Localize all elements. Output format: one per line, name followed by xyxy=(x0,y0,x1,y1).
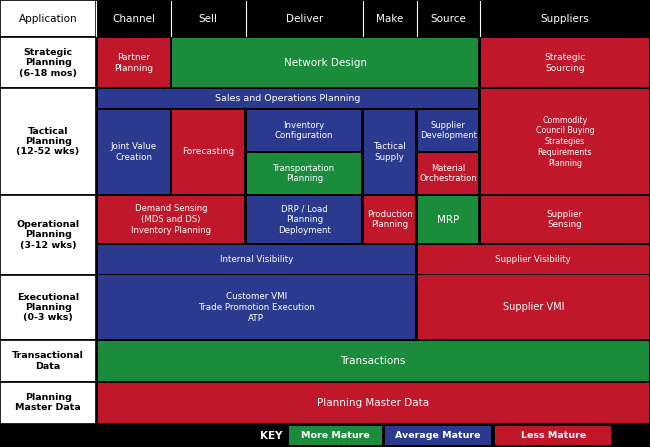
Bar xyxy=(98,245,415,274)
Bar xyxy=(247,153,361,194)
Text: Operational
Planning
(3-12 wks): Operational Planning (3-12 wks) xyxy=(16,220,80,250)
Bar xyxy=(418,245,649,274)
Text: Suppliers: Suppliers xyxy=(541,14,590,24)
Bar xyxy=(364,110,415,194)
Text: Sales and Operations Planning: Sales and Operations Planning xyxy=(215,94,361,103)
Text: Commodity
Council Buying
Strategies
Requirements
Planning: Commodity Council Buying Strategies Requ… xyxy=(536,115,594,168)
Text: Material
Orchestration: Material Orchestration xyxy=(419,164,477,183)
Bar xyxy=(418,196,478,244)
Bar xyxy=(0,88,96,195)
Text: Application: Application xyxy=(19,14,77,24)
Text: Executional
Planning
(0-3 wks): Executional Planning (0-3 wks) xyxy=(17,292,79,322)
Text: Strategic
Planning
(6-18 mos): Strategic Planning (6-18 mos) xyxy=(19,48,77,78)
Text: Tactical
Supply: Tactical Supply xyxy=(373,142,406,162)
Bar xyxy=(0,195,96,274)
Text: Inventory
Configuration: Inventory Configuration xyxy=(275,121,333,140)
Bar xyxy=(0,37,96,88)
Text: Tactical
Planning
(12-52 wks): Tactical Planning (12-52 wks) xyxy=(16,127,80,156)
Bar xyxy=(98,196,244,244)
Bar xyxy=(481,89,649,194)
Text: Strategic
Sourcing: Strategic Sourcing xyxy=(544,53,586,72)
Bar xyxy=(418,110,478,151)
Text: MRP: MRP xyxy=(437,215,460,225)
Text: Average Mature: Average Mature xyxy=(395,431,481,440)
Text: KEY: KEY xyxy=(260,431,283,441)
Text: Production
Planning: Production Planning xyxy=(367,210,413,229)
Text: Planning Master Data: Planning Master Data xyxy=(317,398,429,408)
Bar xyxy=(247,110,361,151)
Text: Supplier
Development: Supplier Development xyxy=(420,121,476,140)
Text: Less Mature: Less Mature xyxy=(521,431,586,440)
Text: Make: Make xyxy=(376,14,404,24)
Bar xyxy=(247,1,361,36)
Text: DRP / Load
Planning
Deployment: DRP / Load Planning Deployment xyxy=(278,204,331,235)
Bar xyxy=(289,426,382,445)
Text: Customer VMI
Trade Promotion Execution
ATP: Customer VMI Trade Promotion Execution A… xyxy=(198,292,315,323)
Bar xyxy=(172,1,244,36)
Text: Demand Sensing
(MDS and DS)
Inventory Planning: Demand Sensing (MDS and DS) Inventory Pl… xyxy=(131,204,211,235)
Text: Supplier Visibility: Supplier Visibility xyxy=(495,255,571,264)
Bar xyxy=(481,38,649,87)
Bar xyxy=(0,274,96,340)
Bar xyxy=(0,382,96,424)
Bar xyxy=(98,275,415,339)
Bar xyxy=(98,1,170,36)
Text: Network Design: Network Design xyxy=(284,58,367,67)
Bar xyxy=(418,153,478,194)
Text: Forecasting: Forecasting xyxy=(182,148,235,156)
Bar xyxy=(0,340,96,382)
Bar xyxy=(247,196,361,244)
Bar xyxy=(98,110,170,194)
Text: More Mature: More Mature xyxy=(301,431,370,440)
Text: Supplier VMI: Supplier VMI xyxy=(502,303,564,312)
Text: Partner
Planning: Partner Planning xyxy=(114,53,153,72)
Bar xyxy=(98,89,478,108)
Text: Transportation
Planning: Transportation Planning xyxy=(273,164,335,183)
Text: Transactional
Data: Transactional Data xyxy=(12,351,84,371)
Bar xyxy=(481,1,649,36)
Text: Source: Source xyxy=(430,14,466,24)
Text: Supplier
Sensing: Supplier Sensing xyxy=(547,210,583,229)
Bar xyxy=(98,341,649,381)
Bar xyxy=(98,38,170,87)
Bar xyxy=(364,1,415,36)
Bar xyxy=(385,426,491,445)
Bar xyxy=(481,196,649,244)
Bar xyxy=(0,0,96,37)
Text: Deliver: Deliver xyxy=(285,14,323,24)
Text: Joint Value
Creation: Joint Value Creation xyxy=(111,142,157,162)
Text: Transactions: Transactions xyxy=(341,356,406,366)
Bar xyxy=(172,110,244,194)
Text: Planning
Master Data: Planning Master Data xyxy=(15,393,81,413)
Bar xyxy=(418,275,649,339)
Bar xyxy=(495,426,611,445)
Text: Channel: Channel xyxy=(112,14,155,24)
Bar xyxy=(98,383,649,423)
Text: Sell: Sell xyxy=(199,14,218,24)
Text: Internal Visibility: Internal Visibility xyxy=(220,255,293,264)
Bar xyxy=(418,1,478,36)
Bar xyxy=(364,196,415,244)
Bar xyxy=(172,38,478,87)
